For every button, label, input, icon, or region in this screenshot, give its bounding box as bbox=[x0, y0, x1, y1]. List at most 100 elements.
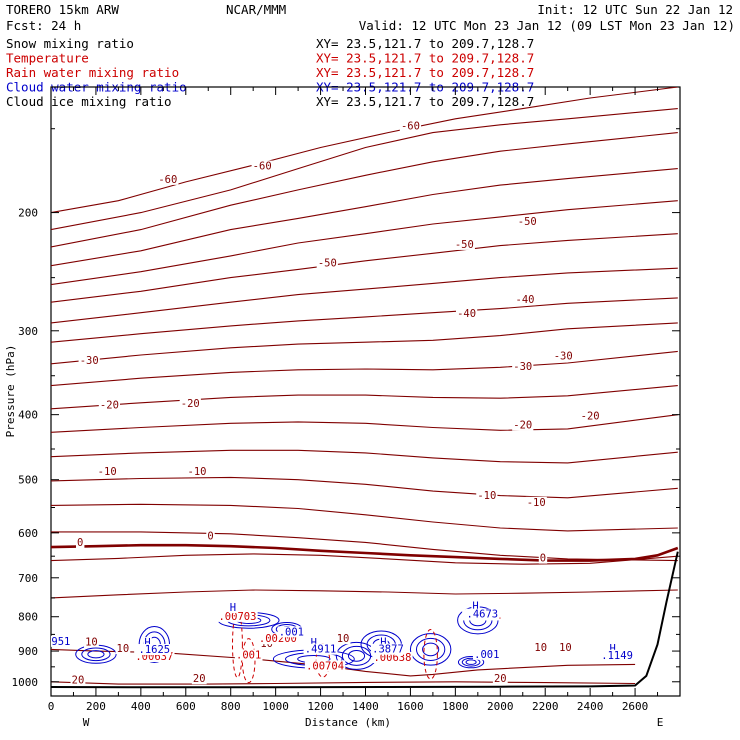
temperature-label-bg bbox=[453, 238, 475, 250]
cloud-water-label-bg bbox=[600, 649, 635, 661]
temperature-label: -10 bbox=[98, 466, 117, 478]
cloud-water-label-bg bbox=[143, 637, 152, 649]
temperature-label: -10 bbox=[527, 497, 546, 509]
temperature-label: -60 bbox=[401, 121, 420, 133]
temperature-label-bg bbox=[316, 257, 338, 269]
temperature-label-bg bbox=[476, 489, 498, 501]
y-tick-label: 400 bbox=[18, 409, 38, 422]
temperature-contour bbox=[51, 414, 678, 433]
cloud-water-contour bbox=[465, 659, 477, 665]
cloud-water-label: .4911 bbox=[305, 644, 337, 656]
temperature-contour bbox=[51, 87, 678, 214]
temperature-label: -40 bbox=[457, 308, 476, 320]
temperature-label-bg bbox=[399, 120, 422, 132]
rain-water-label-bg bbox=[134, 651, 175, 663]
temperature-contour bbox=[51, 108, 678, 231]
temperature-label: -60 bbox=[158, 174, 177, 186]
cloud-water-contour bbox=[457, 656, 485, 669]
temperature-contour bbox=[51, 200, 678, 286]
axes: 0 200 400 600 800 1000 1200 1400 1600 1800 2000 220… bbox=[12, 87, 680, 713]
temperature-contour bbox=[51, 132, 678, 248]
temperature-label: -30 bbox=[80, 355, 99, 367]
cloud-water-label-bg bbox=[228, 602, 238, 614]
cloud-water-label-bg bbox=[465, 608, 500, 620]
temperature-label-bg bbox=[492, 672, 508, 684]
west-label: W bbox=[83, 716, 90, 729]
rain-water-label-bg bbox=[304, 660, 346, 672]
rain-water-label: .00703 bbox=[218, 611, 256, 623]
temperature-label-bg bbox=[512, 419, 534, 431]
temperature-label: -30 bbox=[513, 361, 532, 373]
rain-water-contour bbox=[241, 638, 256, 684]
cloud-water-label: .951 bbox=[45, 636, 70, 648]
cloud-water-label-bg bbox=[473, 648, 501, 660]
center-title: NCAR/MMM bbox=[226, 2, 286, 17]
rain-water-label: .00704 bbox=[306, 660, 344, 672]
temperature-contour bbox=[51, 503, 678, 532]
legend-label: Temperature bbox=[6, 51, 89, 66]
temperature-label: 20 bbox=[494, 673, 507, 685]
cloud-water-label-bg bbox=[608, 643, 617, 655]
cloud-water-label: .4673 bbox=[467, 609, 499, 621]
east-label: E bbox=[657, 716, 664, 729]
temperature-label-bg bbox=[70, 674, 86, 686]
temperature-label-bg bbox=[186, 465, 208, 477]
cloud-water-label: .001 bbox=[474, 649, 499, 661]
rain-water-label: .001 bbox=[236, 649, 261, 661]
cloud-water-contour bbox=[415, 637, 446, 661]
cloud-water-contour bbox=[409, 633, 452, 666]
temperature-label-bg bbox=[191, 673, 207, 685]
x-tick-label: 1600 bbox=[397, 700, 424, 713]
temperature-label: -30 bbox=[554, 351, 573, 363]
temperature-label-bg bbox=[533, 642, 549, 654]
cloud-water-label: H bbox=[472, 601, 478, 613]
y-tick-label: 1000 bbox=[12, 676, 39, 689]
cloud-water-contour bbox=[81, 647, 111, 662]
temperature-label-bg bbox=[514, 294, 536, 306]
y-tick-label: 700 bbox=[18, 572, 38, 585]
cloud-water-label-bg bbox=[370, 643, 405, 655]
temperature-label-bg bbox=[96, 465, 118, 477]
legend-xy: XY= 23.5,121.7 to 209.7,128.7 bbox=[316, 65, 534, 80]
temperature-label: 0 bbox=[207, 531, 213, 543]
legend-label: Rain water mixing ratio bbox=[6, 65, 179, 80]
temperature-label: -50 bbox=[518, 216, 537, 228]
rain-water-label-bg bbox=[234, 649, 263, 661]
temperature-label-bg bbox=[78, 354, 100, 366]
temperature-label: -20 bbox=[100, 399, 119, 411]
cloud-water-contour bbox=[87, 650, 105, 659]
temperature-contour bbox=[51, 449, 678, 464]
temperature-label-bg bbox=[525, 496, 547, 508]
cloud-water-label-bg bbox=[303, 643, 338, 655]
cloud-water-label-bg bbox=[137, 644, 172, 656]
temperature-label: 10 bbox=[117, 643, 130, 655]
temperature-label: -10 bbox=[188, 466, 207, 478]
legend-xy: XY= 23.5,121.7 to 209.7,128.7 bbox=[316, 51, 534, 66]
temperature-label: 10 bbox=[534, 642, 547, 654]
rain-water-label-bg bbox=[217, 610, 258, 622]
temperature-contour bbox=[51, 322, 678, 365]
temperature-label-bg bbox=[558, 642, 573, 654]
x-tick-label: 600 bbox=[176, 700, 196, 713]
cloud-water-label: H bbox=[144, 637, 150, 649]
x-tick-label: 2600 bbox=[622, 700, 649, 713]
rain-water-label-bg bbox=[257, 633, 299, 645]
temperature-label: -60 bbox=[253, 161, 272, 173]
cloud-water-label-bg bbox=[379, 636, 388, 648]
temperature-label: 20 bbox=[193, 673, 206, 685]
cloud-water-label: .3877 bbox=[372, 644, 404, 656]
rain-water-contour bbox=[423, 629, 438, 680]
temperature-label: 0 bbox=[77, 537, 83, 549]
temperature-label: 10 bbox=[85, 637, 98, 649]
cloud-water-label-bg bbox=[471, 600, 480, 612]
plot-frame bbox=[50, 86, 681, 697]
temperature-label-bg bbox=[552, 350, 574, 362]
temperature-label: -20 bbox=[513, 419, 532, 431]
y-tick-label: 800 bbox=[18, 611, 38, 624]
cloud-water-label: .001 bbox=[279, 626, 304, 638]
x-axis-title: Distance (km) bbox=[305, 716, 391, 729]
model-title: TORERO 15km ARW bbox=[6, 2, 119, 17]
rain-water-label: .00638 bbox=[373, 652, 411, 664]
temperature-label-bg bbox=[98, 399, 121, 411]
x-tick-label: 0 bbox=[48, 700, 55, 713]
